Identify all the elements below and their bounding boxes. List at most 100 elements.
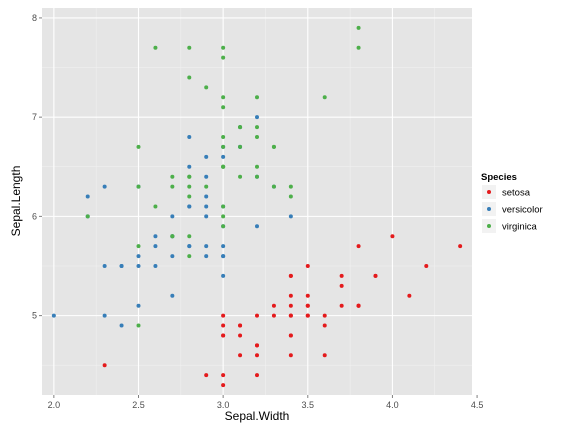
point-versicolor — [204, 154, 209, 159]
legend-label-virginica: virginica — [502, 222, 538, 233]
point-versicolor — [136, 264, 141, 268]
legend: Species setosa versicolor virginica — [481, 172, 543, 233]
point-virginica — [170, 174, 175, 179]
point-setosa — [305, 264, 310, 268]
point-versicolor — [221, 254, 226, 259]
point-setosa — [255, 343, 259, 348]
point-virginica — [221, 95, 226, 100]
point-setosa — [288, 353, 293, 358]
point-setosa — [305, 293, 310, 298]
point-setosa — [204, 373, 209, 378]
point-versicolor — [204, 194, 209, 199]
point-virginica — [187, 45, 192, 50]
point-versicolor — [119, 264, 124, 268]
point-virginica — [153, 45, 158, 50]
point-versicolor — [136, 303, 141, 308]
point-setosa — [288, 293, 293, 298]
point-versicolor — [51, 313, 56, 318]
point-virginica — [238, 144, 243, 149]
x-tick-label: 3.5 — [302, 400, 315, 410]
point-setosa — [373, 273, 378, 278]
legend-key-virginica — [487, 224, 491, 228]
point-setosa — [238, 333, 243, 338]
y-tick-label: 6 — [32, 211, 37, 221]
point-virginica — [221, 144, 226, 149]
point-setosa — [339, 283, 344, 288]
point-setosa — [255, 353, 259, 358]
point-setosa — [339, 303, 344, 308]
x-axis-title: Sepal.Width — [225, 409, 290, 423]
point-versicolor — [85, 194, 90, 199]
point-virginica — [271, 144, 276, 149]
point-setosa — [305, 313, 310, 318]
point-virginica — [221, 224, 226, 229]
point-versicolor — [221, 244, 226, 249]
point-setosa — [390, 234, 395, 239]
point-virginica — [322, 95, 327, 100]
point-virginica — [221, 55, 226, 60]
point-setosa — [424, 264, 429, 268]
point-setosa — [458, 244, 463, 249]
point-virginica — [221, 204, 226, 209]
point-setosa — [271, 313, 276, 318]
point-virginica — [271, 184, 276, 189]
point-versicolor — [170, 214, 175, 219]
point-versicolor — [153, 264, 158, 268]
point-setosa — [271, 303, 276, 308]
legend-label-versicolor: versicolor — [502, 205, 543, 216]
point-virginica — [136, 184, 141, 189]
point-setosa — [288, 273, 293, 278]
legend-key-setosa — [487, 190, 491, 194]
x-tick-label: 3.0 — [217, 400, 230, 410]
point-virginica — [288, 184, 293, 189]
point-virginica — [255, 174, 259, 179]
point-virginica — [85, 214, 90, 219]
point-setosa — [322, 353, 327, 358]
point-virginica — [204, 184, 209, 189]
point-virginica — [187, 234, 192, 239]
point-versicolor — [102, 264, 107, 268]
point-versicolor — [204, 254, 209, 259]
point-virginica — [238, 174, 243, 179]
point-versicolor — [288, 214, 293, 219]
y-tick-label: 8 — [32, 13, 37, 23]
point-versicolor — [221, 154, 226, 159]
point-versicolor — [187, 135, 192, 139]
point-virginica — [356, 45, 361, 50]
point-versicolor — [119, 323, 124, 328]
point-setosa — [288, 313, 293, 318]
point-setosa — [407, 293, 412, 298]
plot-panel — [42, 8, 472, 395]
point-versicolor — [204, 244, 209, 249]
legend-key-versicolor — [487, 207, 491, 211]
point-virginica — [221, 45, 226, 50]
point-setosa — [221, 323, 226, 328]
point-setosa — [288, 333, 293, 338]
y-tick-label: 7 — [32, 112, 37, 122]
point-versicolor — [170, 254, 175, 259]
point-setosa — [356, 244, 361, 249]
x-tick-label: 4.0 — [386, 400, 399, 410]
point-versicolor — [102, 184, 107, 189]
point-virginica — [187, 184, 192, 189]
point-virginica — [187, 194, 192, 199]
data-points — [51, 25, 463, 388]
point-setosa — [221, 333, 226, 338]
point-virginica — [187, 254, 192, 259]
point-setosa — [255, 373, 259, 378]
point-setosa — [255, 313, 259, 318]
point-setosa — [102, 363, 107, 368]
point-virginica — [170, 184, 175, 189]
x-axis-ticks: 2.0 2.5 3.0 3.5 4.0 4.5 — [48, 395, 483, 410]
point-virginica — [221, 105, 226, 110]
minor-gridlines — [42, 8, 472, 395]
point-virginica — [255, 95, 259, 100]
point-versicolor — [255, 224, 259, 229]
point-virginica — [170, 234, 175, 239]
point-versicolor — [170, 293, 175, 298]
point-versicolor — [102, 313, 107, 318]
point-versicolor — [221, 273, 226, 278]
point-virginica — [221, 214, 226, 219]
y-tick-label: 5 — [32, 311, 37, 321]
point-setosa — [305, 303, 310, 308]
